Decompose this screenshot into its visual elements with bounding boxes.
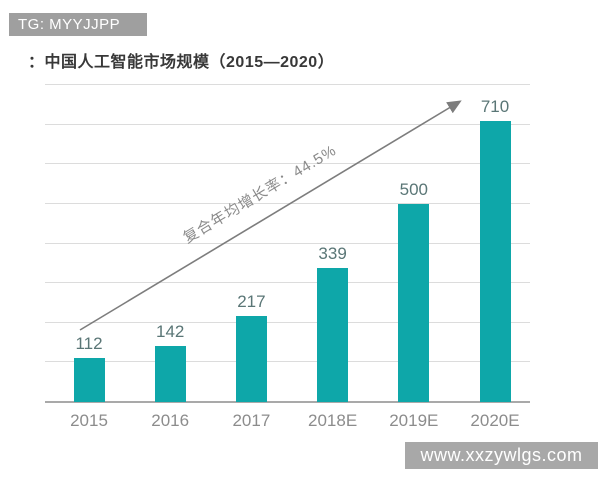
top-watermark-text: TG: MYYJJPP bbox=[18, 16, 121, 33]
bar-chart: 复合年均增长率：44.5% 112 2015 142 2016 217 2017 339 20… bbox=[45, 84, 530, 430]
bar-2020E bbox=[479, 120, 511, 402]
x-axis-label-2015: 2015 bbox=[70, 411, 108, 430]
value-label-2015: 112 bbox=[75, 333, 103, 353]
gridline bbox=[45, 123, 530, 125]
trend-arrow bbox=[79, 100, 462, 331]
top-watermark-badge: TG: MYYJJPP bbox=[9, 13, 147, 36]
value-label-2020E: 710 bbox=[480, 96, 510, 116]
x-axis-line bbox=[45, 401, 530, 403]
value-label-2017: 217 bbox=[237, 292, 266, 311]
x-axis-label-2017: 2017 bbox=[232, 411, 271, 430]
value-label-2018E: 339 bbox=[318, 243, 347, 263]
gridline bbox=[45, 242, 530, 244]
gridline bbox=[45, 361, 530, 363]
chart-title-text: 中国人工智能市场规模（2015—2020） bbox=[44, 54, 335, 71]
x-axis-label-2020E: 2020E bbox=[470, 411, 520, 430]
gridline bbox=[45, 282, 530, 284]
chart-title-prefix: ： bbox=[28, 54, 45, 71]
gridline bbox=[45, 163, 530, 165]
bar-2015 bbox=[73, 357, 105, 402]
gridline bbox=[45, 321, 530, 323]
bar-2018E bbox=[317, 267, 349, 402]
x-axis-label-2018E: 2018E bbox=[308, 411, 358, 430]
gridline bbox=[45, 84, 530, 85]
bar-2017 bbox=[235, 316, 267, 402]
bar-2016 bbox=[154, 345, 186, 402]
bottom-watermark-badge: www.xxzywlgs.com bbox=[405, 442, 598, 469]
x-axis-label-2019E: 2019E bbox=[389, 411, 439, 430]
bottom-watermark-text: www.xxzywlgs.com bbox=[420, 445, 583, 465]
chart-title: ：中国人工智能市场规模（2015—2020） bbox=[28, 48, 334, 72]
gridline bbox=[45, 202, 530, 204]
x-axis-label-2016: 2016 bbox=[151, 411, 190, 430]
value-label-2019E: 500 bbox=[399, 179, 428, 199]
bar-2019E bbox=[398, 203, 430, 402]
value-label-2016: 142 bbox=[156, 321, 185, 341]
